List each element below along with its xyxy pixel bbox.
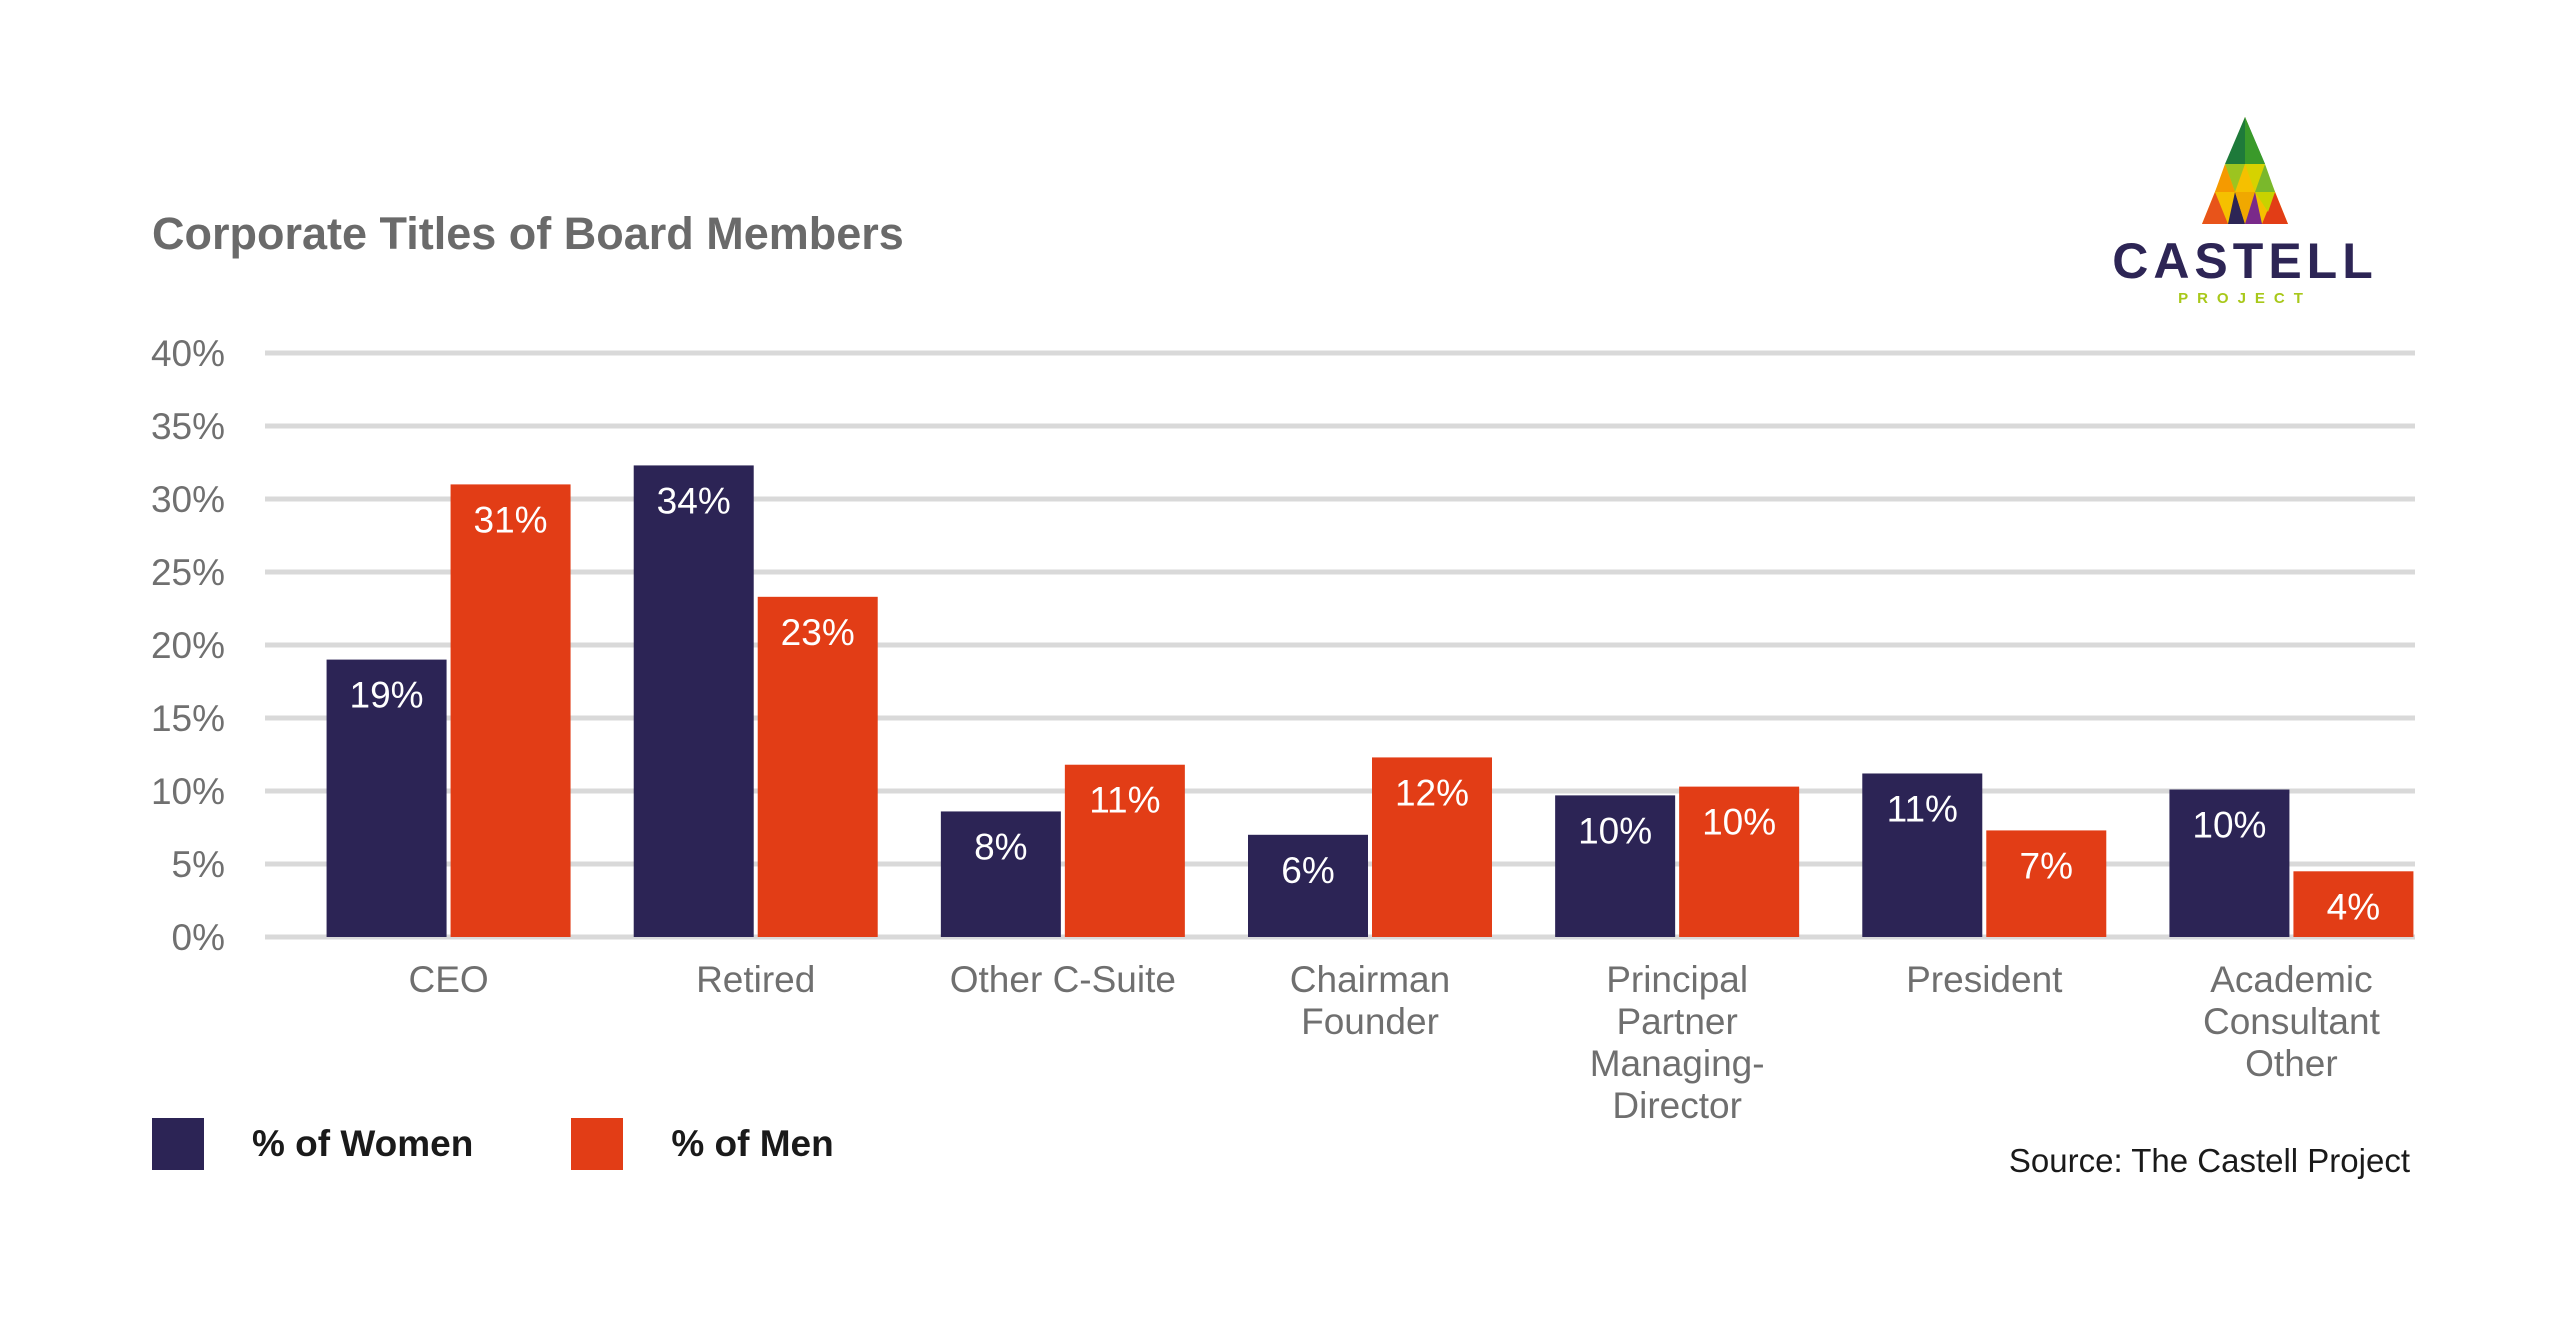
logo-wordmark: CASTELL [2112, 233, 2378, 289]
y-tick-label: 40% [151, 333, 225, 374]
legend-label-men: % of Men [671, 1123, 834, 1164]
x-category-label: Retired [696, 959, 815, 1000]
y-tick-label: 5% [172, 844, 225, 885]
x-category-label: Academic [2210, 959, 2372, 1000]
data-label-women: 6% [1281, 850, 1334, 891]
data-label-women: 10% [2192, 805, 2266, 846]
legend-label-women: % of Women [252, 1123, 474, 1164]
x-category-label: Other [2245, 1043, 2338, 1084]
source-note: Source: The Castell Project [2008, 1142, 2410, 1179]
x-category-label: Managing- [1590, 1043, 1765, 1084]
data-label-women: 11% [1887, 788, 1958, 829]
y-tick-label: 0% [172, 917, 225, 958]
bar-women [1555, 795, 1676, 937]
data-label-men: 12% [1395, 772, 1469, 813]
x-category-label: Founder [1301, 1001, 1439, 1042]
legend-item-women: % of Women [152, 1118, 473, 1170]
y-tick-label: 20% [151, 625, 225, 666]
bars: 19% 31% 34% 23% 8% 11% 6% 12% 10% 10% 11% 7% 10% 4% [326, 465, 2414, 937]
bar-men [2293, 871, 2414, 937]
bar-men [450, 484, 571, 937]
data-label-men: 7% [2020, 845, 2073, 886]
x-category-label: Partner [1616, 1001, 1737, 1042]
legend-item-men: % of Men [571, 1118, 834, 1170]
y-tick-label: 35% [151, 406, 225, 447]
x-category-label: Chairman [1290, 959, 1450, 1000]
x-category-label: Consultant [2203, 1001, 2381, 1042]
x-category-label: Principal [1606, 959, 1748, 1000]
data-label-men: 11% [1089, 780, 1160, 821]
bar-women [2169, 789, 2290, 937]
data-label-women: 10% [1578, 810, 1652, 851]
x-category-label: Other C-Suite [950, 959, 1176, 1000]
bar-women [940, 811, 1061, 937]
legend-swatch-women [152, 1118, 204, 1170]
y-tick-label: 25% [151, 552, 225, 593]
bar-men [1679, 786, 1800, 937]
x-category-label: Director [1612, 1085, 1742, 1126]
y-axis-ticks: 0% 5% 10% 15% 20% 25% 30% 35% 40% [151, 333, 225, 958]
bar-women [633, 465, 754, 937]
bar-men [757, 596, 878, 937]
y-tick-label: 10% [151, 771, 225, 812]
x-category-label: CEO [408, 959, 488, 1000]
legend: % of Women % of Men [152, 1118, 932, 1170]
data-label-men: 23% [781, 612, 855, 653]
data-label-women: 19% [350, 675, 424, 716]
data-label-women: 8% [974, 826, 1027, 867]
legend-swatch-men [571, 1118, 624, 1170]
data-label-men: 31% [474, 499, 548, 540]
bar-women [1248, 834, 1368, 937]
castell-logo: CASTELL PROJECT [2110, 112, 2380, 312]
logo-subtitle: PROJECT [2178, 290, 2312, 307]
bar-women [1862, 773, 1983, 937]
bar-women [326, 659, 447, 937]
data-label-men: 4% [2327, 886, 2380, 927]
y-tick-label: 30% [151, 479, 225, 520]
x-category-label: President [1906, 959, 2063, 1000]
y-tick-label: 15% [151, 698, 225, 739]
data-label-women: 34% [657, 480, 731, 521]
bar-men [1372, 757, 1492, 937]
bar-men [1986, 830, 2107, 937]
triangle-logo-icon [2202, 117, 2288, 224]
data-label-men: 10% [1702, 802, 1776, 843]
chart-title: Corporate Titles of Board Members [152, 208, 904, 259]
bar-men [1064, 764, 1185, 937]
